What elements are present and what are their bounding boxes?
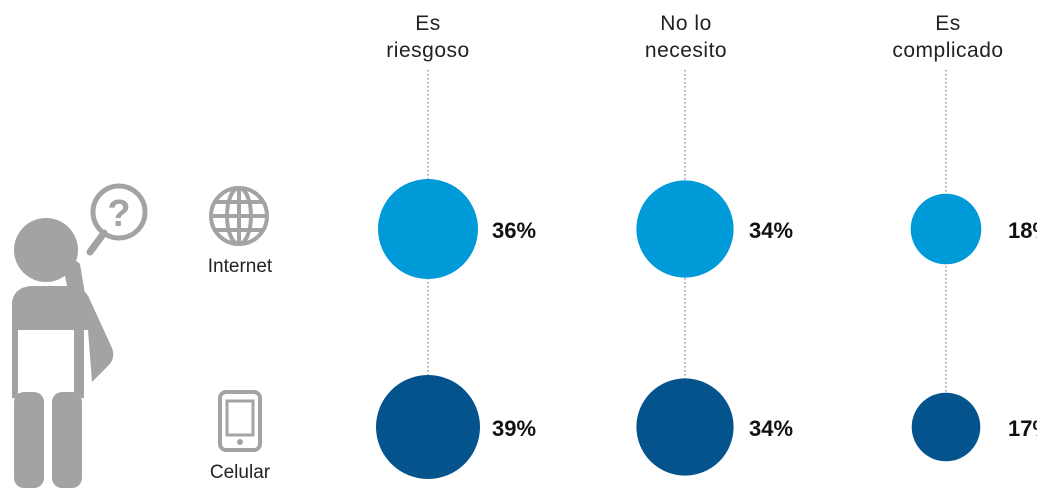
value-labels: 36% 34% 18% 39% 34% 17% — [492, 218, 1037, 441]
value-label-celular-2: 34% — [749, 416, 793, 441]
svg-text:?: ? — [107, 193, 130, 235]
bubble-internet-2 — [636, 180, 734, 278]
category-label-line2: complicado — [892, 39, 1004, 62]
category-label-line1: Es — [415, 12, 441, 35]
category-label-1: Es riesgoso — [368, 10, 488, 64]
globe-icon — [209, 186, 269, 246]
row-label-celular: Celular — [209, 462, 271, 483]
value-label-internet-2: 34% — [749, 218, 793, 243]
category-label-line2: necesito — [644, 39, 728, 62]
bubble-internet-1 — [378, 179, 478, 279]
bubbles — [376, 179, 982, 479]
category-label-line1: No lo — [660, 12, 712, 35]
category-label-2: No lo necesito — [626, 10, 746, 64]
category-label-line2: riesgoso — [386, 39, 470, 62]
value-label-celular-1: 39% — [492, 416, 536, 441]
person-thinking-question-icon: ? — [12, 183, 148, 488]
category-label-3: Es complicado — [878, 10, 1018, 64]
value-label-celular-3: 17% — [1008, 416, 1037, 441]
row-label-internet: Internet — [207, 256, 273, 277]
value-label-internet-3: 18% — [1008, 218, 1037, 243]
value-label-internet-1: 36% — [492, 218, 536, 243]
category-label-line1: Es — [935, 12, 961, 35]
bubble-celular-3 — [911, 392, 981, 462]
bubble-internet-3 — [910, 193, 982, 265]
bubble-celular-1 — [376, 375, 480, 479]
bubble-celular-2 — [636, 378, 734, 476]
mobile-phone-icon — [218, 390, 262, 452]
